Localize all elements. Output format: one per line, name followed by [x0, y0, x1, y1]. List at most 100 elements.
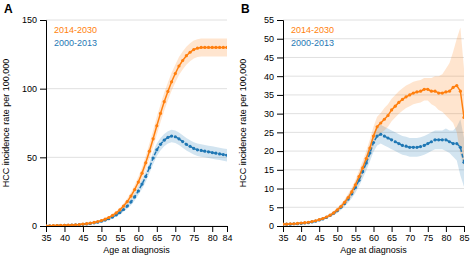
marker — [379, 121, 382, 124]
marker — [211, 151, 214, 154]
marker — [339, 205, 342, 208]
marker — [200, 149, 203, 152]
grid — [283, 20, 464, 226]
marker — [459, 146, 462, 149]
x-axis: 3540455055606570758085 — [278, 226, 469, 243]
marker — [129, 194, 132, 197]
marker — [218, 152, 221, 155]
tick: 75 — [423, 226, 433, 243]
marker — [185, 54, 188, 57]
marker — [419, 90, 422, 93]
marker — [96, 220, 99, 223]
marker — [419, 145, 422, 148]
marker — [46, 224, 48, 226]
marker — [430, 90, 433, 93]
marker — [48, 224, 51, 226]
marker — [357, 175, 360, 178]
tick-mark — [277, 189, 283, 190]
tick-mark — [83, 226, 84, 232]
tick-label: 35 — [264, 90, 274, 100]
confidence-band — [283, 27, 464, 224]
marker — [386, 136, 389, 139]
marker — [129, 200, 132, 203]
marker — [159, 112, 162, 115]
marker — [137, 189, 140, 192]
marker — [441, 138, 444, 141]
marker — [459, 90, 462, 93]
marker — [70, 223, 73, 226]
tick: 45 — [315, 226, 325, 243]
marker — [211, 46, 214, 49]
marker — [292, 222, 295, 225]
marker — [155, 148, 158, 151]
title: A — [4, 2, 13, 16]
marker — [430, 140, 433, 143]
tick: 55 — [264, 15, 283, 25]
series-label: 2014-2030 — [291, 25, 334, 35]
marker — [181, 59, 184, 62]
marker — [376, 125, 379, 128]
marker — [415, 90, 418, 93]
tick: 50 — [264, 34, 283, 44]
marker — [390, 108, 393, 111]
tick-label: 50 — [333, 233, 343, 243]
tick: 25 — [264, 128, 283, 138]
marker — [144, 175, 147, 178]
marker — [174, 135, 177, 138]
marker — [325, 215, 328, 218]
marker — [155, 124, 158, 127]
marker — [426, 142, 429, 145]
marker — [63, 224, 66, 226]
marker — [170, 134, 173, 137]
marker — [321, 217, 324, 220]
tick-mark — [355, 226, 356, 232]
tick: 55 — [351, 226, 361, 243]
y-axis-title: HCC incidence rate per 100,000 — [1, 59, 11, 188]
tick-mark — [277, 95, 283, 96]
marker — [222, 153, 225, 156]
marker — [383, 118, 386, 121]
marker — [437, 91, 440, 94]
tick: 45 — [78, 226, 88, 243]
tick-label: 75 — [189, 233, 199, 243]
marker — [74, 223, 77, 226]
marker — [148, 150, 151, 153]
tick-mark — [175, 226, 176, 232]
tick-label: 85 — [459, 233, 469, 243]
marker — [283, 223, 285, 226]
tick: 0 — [269, 221, 283, 231]
marker — [328, 214, 331, 217]
tick: 84 — [222, 226, 232, 243]
tick: 30 — [264, 109, 283, 119]
marker — [292, 222, 295, 225]
grid-line — [283, 57, 464, 58]
tick: 40 — [264, 72, 283, 82]
series-line — [46, 136, 227, 226]
marker — [433, 138, 436, 141]
tick-mark — [277, 20, 283, 21]
marker — [118, 208, 121, 211]
marker — [52, 224, 55, 226]
tick-mark — [138, 226, 139, 232]
marker — [207, 150, 210, 153]
marker — [452, 86, 455, 89]
tick-mark — [337, 226, 338, 232]
marker — [200, 46, 203, 49]
tick-mark — [120, 226, 121, 232]
tick-label: 70 — [171, 233, 181, 243]
tick-mark — [319, 226, 320, 232]
confidence-band — [46, 130, 227, 226]
marker — [386, 114, 389, 117]
tick-label: 50 — [97, 233, 107, 243]
series-label: 2000-2013 — [291, 38, 334, 48]
tick: 150 — [22, 15, 46, 25]
tick: 45 — [264, 53, 283, 63]
tick-mark — [277, 39, 283, 40]
tick-mark — [277, 207, 283, 208]
marker — [59, 224, 62, 226]
marker — [163, 100, 166, 103]
marker — [401, 98, 404, 101]
tick-label: 50 — [264, 34, 274, 44]
marker — [437, 138, 440, 141]
marker — [423, 88, 426, 91]
